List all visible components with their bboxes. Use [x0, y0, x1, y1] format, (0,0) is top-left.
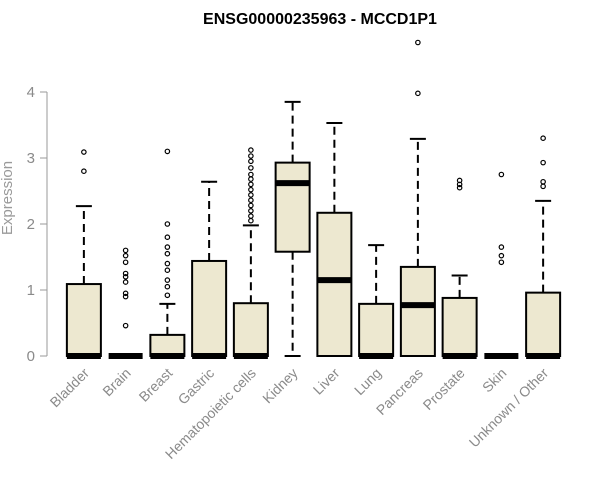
x-tick-label: Lung — [351, 365, 384, 398]
outlier-point — [248, 171, 254, 178]
outlier-point — [248, 186, 254, 193]
outlier-point — [164, 260, 171, 267]
outlier-point — [248, 153, 254, 159]
outlier-point — [248, 176, 254, 182]
outlier-point — [540, 159, 546, 166]
box-12 — [525, 135, 562, 359]
outlier-point — [498, 244, 505, 250]
outlier-point — [248, 181, 254, 188]
boxes-group — [65, 39, 562, 359]
outlier-point — [122, 293, 129, 300]
box-11 — [484, 171, 519, 359]
outlier-point — [248, 197, 254, 204]
box-iqr — [316, 211, 353, 357]
box-iqr — [191, 259, 228, 357]
box-iqr — [65, 283, 102, 357]
outlier-point — [415, 39, 421, 46]
box-10 — [441, 177, 478, 359]
outlier-point — [164, 277, 171, 283]
outlier-point — [122, 290, 129, 297]
chart-title: ENSG00000235963 - MCCD1P1 — [203, 11, 437, 28]
box-iqr — [232, 302, 269, 358]
box-9 — [399, 39, 436, 357]
box-5 — [232, 147, 269, 359]
x-tick-label: Unknown / Other — [466, 365, 552, 451]
box-iqr — [274, 161, 311, 253]
outlier-point — [164, 283, 171, 290]
outlier-point — [415, 90, 421, 97]
y-tick-label: 3 — [27, 150, 35, 167]
y-tick-label: 0 — [27, 348, 35, 365]
outlier-point — [81, 168, 87, 175]
outlier-point — [122, 252, 129, 259]
outlier-point — [122, 259, 129, 266]
box-3 — [149, 148, 186, 359]
outlier-point — [248, 202, 254, 209]
outlier-point — [164, 250, 171, 257]
outlier-point — [498, 259, 505, 266]
x-tick-label: Bladder — [47, 365, 93, 411]
outlier-point — [248, 165, 254, 171]
outlier-point — [540, 183, 546, 190]
outlier-point — [122, 273, 129, 280]
outlier-point — [164, 148, 171, 155]
y-tick-label: 4 — [27, 84, 35, 101]
x-tick-label: Liver — [310, 365, 343, 398]
outlier-point — [122, 247, 129, 254]
outlier-point — [164, 244, 171, 250]
outlier-point — [248, 192, 254, 198]
box-8 — [358, 244, 395, 359]
outlier-point — [248, 217, 254, 224]
outlier-point — [248, 158, 254, 165]
outlier-point — [164, 267, 171, 274]
x-tick-label: Breast — [136, 365, 176, 405]
x-tick-label: Brain — [99, 365, 133, 399]
outlier-point — [122, 322, 129, 329]
outlier-point — [248, 147, 254, 153]
y-tick-label: 1 — [27, 282, 35, 299]
outlier-point — [248, 208, 254, 214]
box-1 — [65, 149, 102, 359]
box-7 — [316, 122, 353, 357]
outlier-point — [540, 135, 546, 142]
box-4 — [191, 180, 228, 359]
outlier-point — [164, 292, 171, 299]
box-iqr — [399, 265, 436, 357]
outlier-point — [81, 149, 87, 155]
outlier-point — [456, 184, 463, 191]
x-tick-label: Kidney — [259, 365, 301, 407]
x-tick-label: Prostate — [420, 365, 468, 413]
y-axis: 0 1 2 3 4 — [27, 84, 48, 365]
outlier-point — [540, 178, 546, 185]
box-iqr — [441, 296, 478, 358]
box-6 — [274, 100, 311, 357]
outlier-point — [122, 270, 129, 277]
outlier-point — [164, 234, 171, 241]
y-tick-label: 2 — [27, 216, 35, 233]
box-2 — [108, 247, 143, 359]
box-iqr — [358, 302, 395, 357]
outlier-point — [498, 171, 505, 178]
box-iqr — [525, 291, 562, 358]
x-tick-label: Skin — [479, 365, 510, 396]
box-iqr — [149, 333, 186, 358]
outlier-point — [456, 177, 463, 184]
outlier-point — [164, 221, 171, 227]
outlier-point — [248, 213, 254, 219]
y-axis-label: Expression — [0, 161, 16, 235]
outlier-point — [122, 279, 129, 285]
outlier-point — [498, 252, 505, 259]
